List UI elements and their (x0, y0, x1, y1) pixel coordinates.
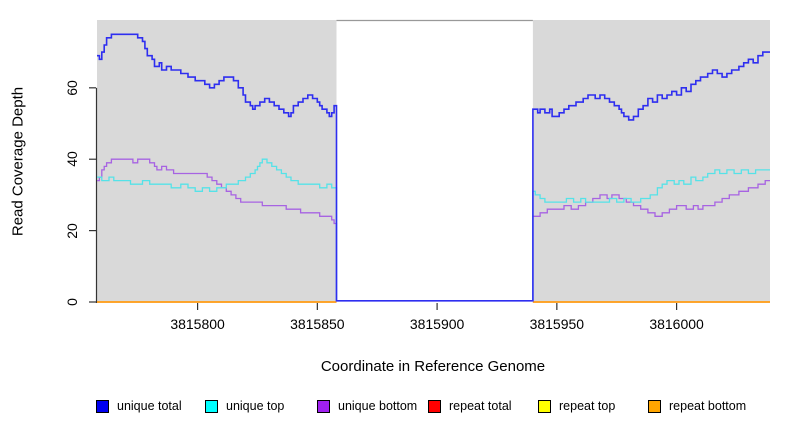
x-tick-label: 3815850 (290, 316, 345, 332)
legend-swatch-unique-top (205, 399, 218, 413)
x-tick-label: 3816000 (649, 316, 704, 332)
x-axis-title: Coordinate in Reference Genome (320, 358, 546, 375)
legend-label: unique bottom (338, 399, 418, 413)
series-line-unique-total (97, 33, 770, 302)
legend-label: unique top (226, 399, 285, 413)
legend-item-unique-top: unique top (205, 398, 284, 414)
y-tick-label: 40 (64, 151, 80, 167)
legend-swatch-unique-total (96, 399, 109, 413)
legend-label: repeat bottom (669, 399, 747, 413)
legend-swatch-repeat-total (428, 399, 441, 413)
x-tick-label: 3815800 (170, 316, 225, 332)
legend-swatch-unique-bottom (317, 399, 330, 413)
legend-item-repeat-top: repeat top (538, 398, 615, 414)
y-axis-title: Read Coverage Depth (9, 86, 27, 237)
y-tick-label: 0 (64, 298, 80, 306)
masked-region (336, 20, 533, 302)
legend-item-unique-bottom: unique bottom (317, 398, 417, 414)
x-tick-label: 3815900 (409, 316, 465, 332)
legend: unique total unique top unique bottom re… (0, 398, 792, 418)
legend-swatch-repeat-bottom (648, 399, 661, 413)
legend-swatch-repeat-top (538, 399, 551, 413)
legend-label: unique total (117, 399, 182, 413)
legend-item-repeat-bottom: repeat bottom (648, 398, 746, 414)
legend-label: repeat total (449, 399, 512, 413)
y-tick-label: 60 (64, 80, 80, 96)
x-tick-label: 3815950 (529, 316, 585, 332)
legend-item-repeat-total: repeat total (428, 398, 512, 414)
y-tick-label: 20 (64, 222, 80, 239)
legend-item-unique-total: unique total (96, 398, 182, 414)
legend-label: repeat top (559, 399, 616, 413)
